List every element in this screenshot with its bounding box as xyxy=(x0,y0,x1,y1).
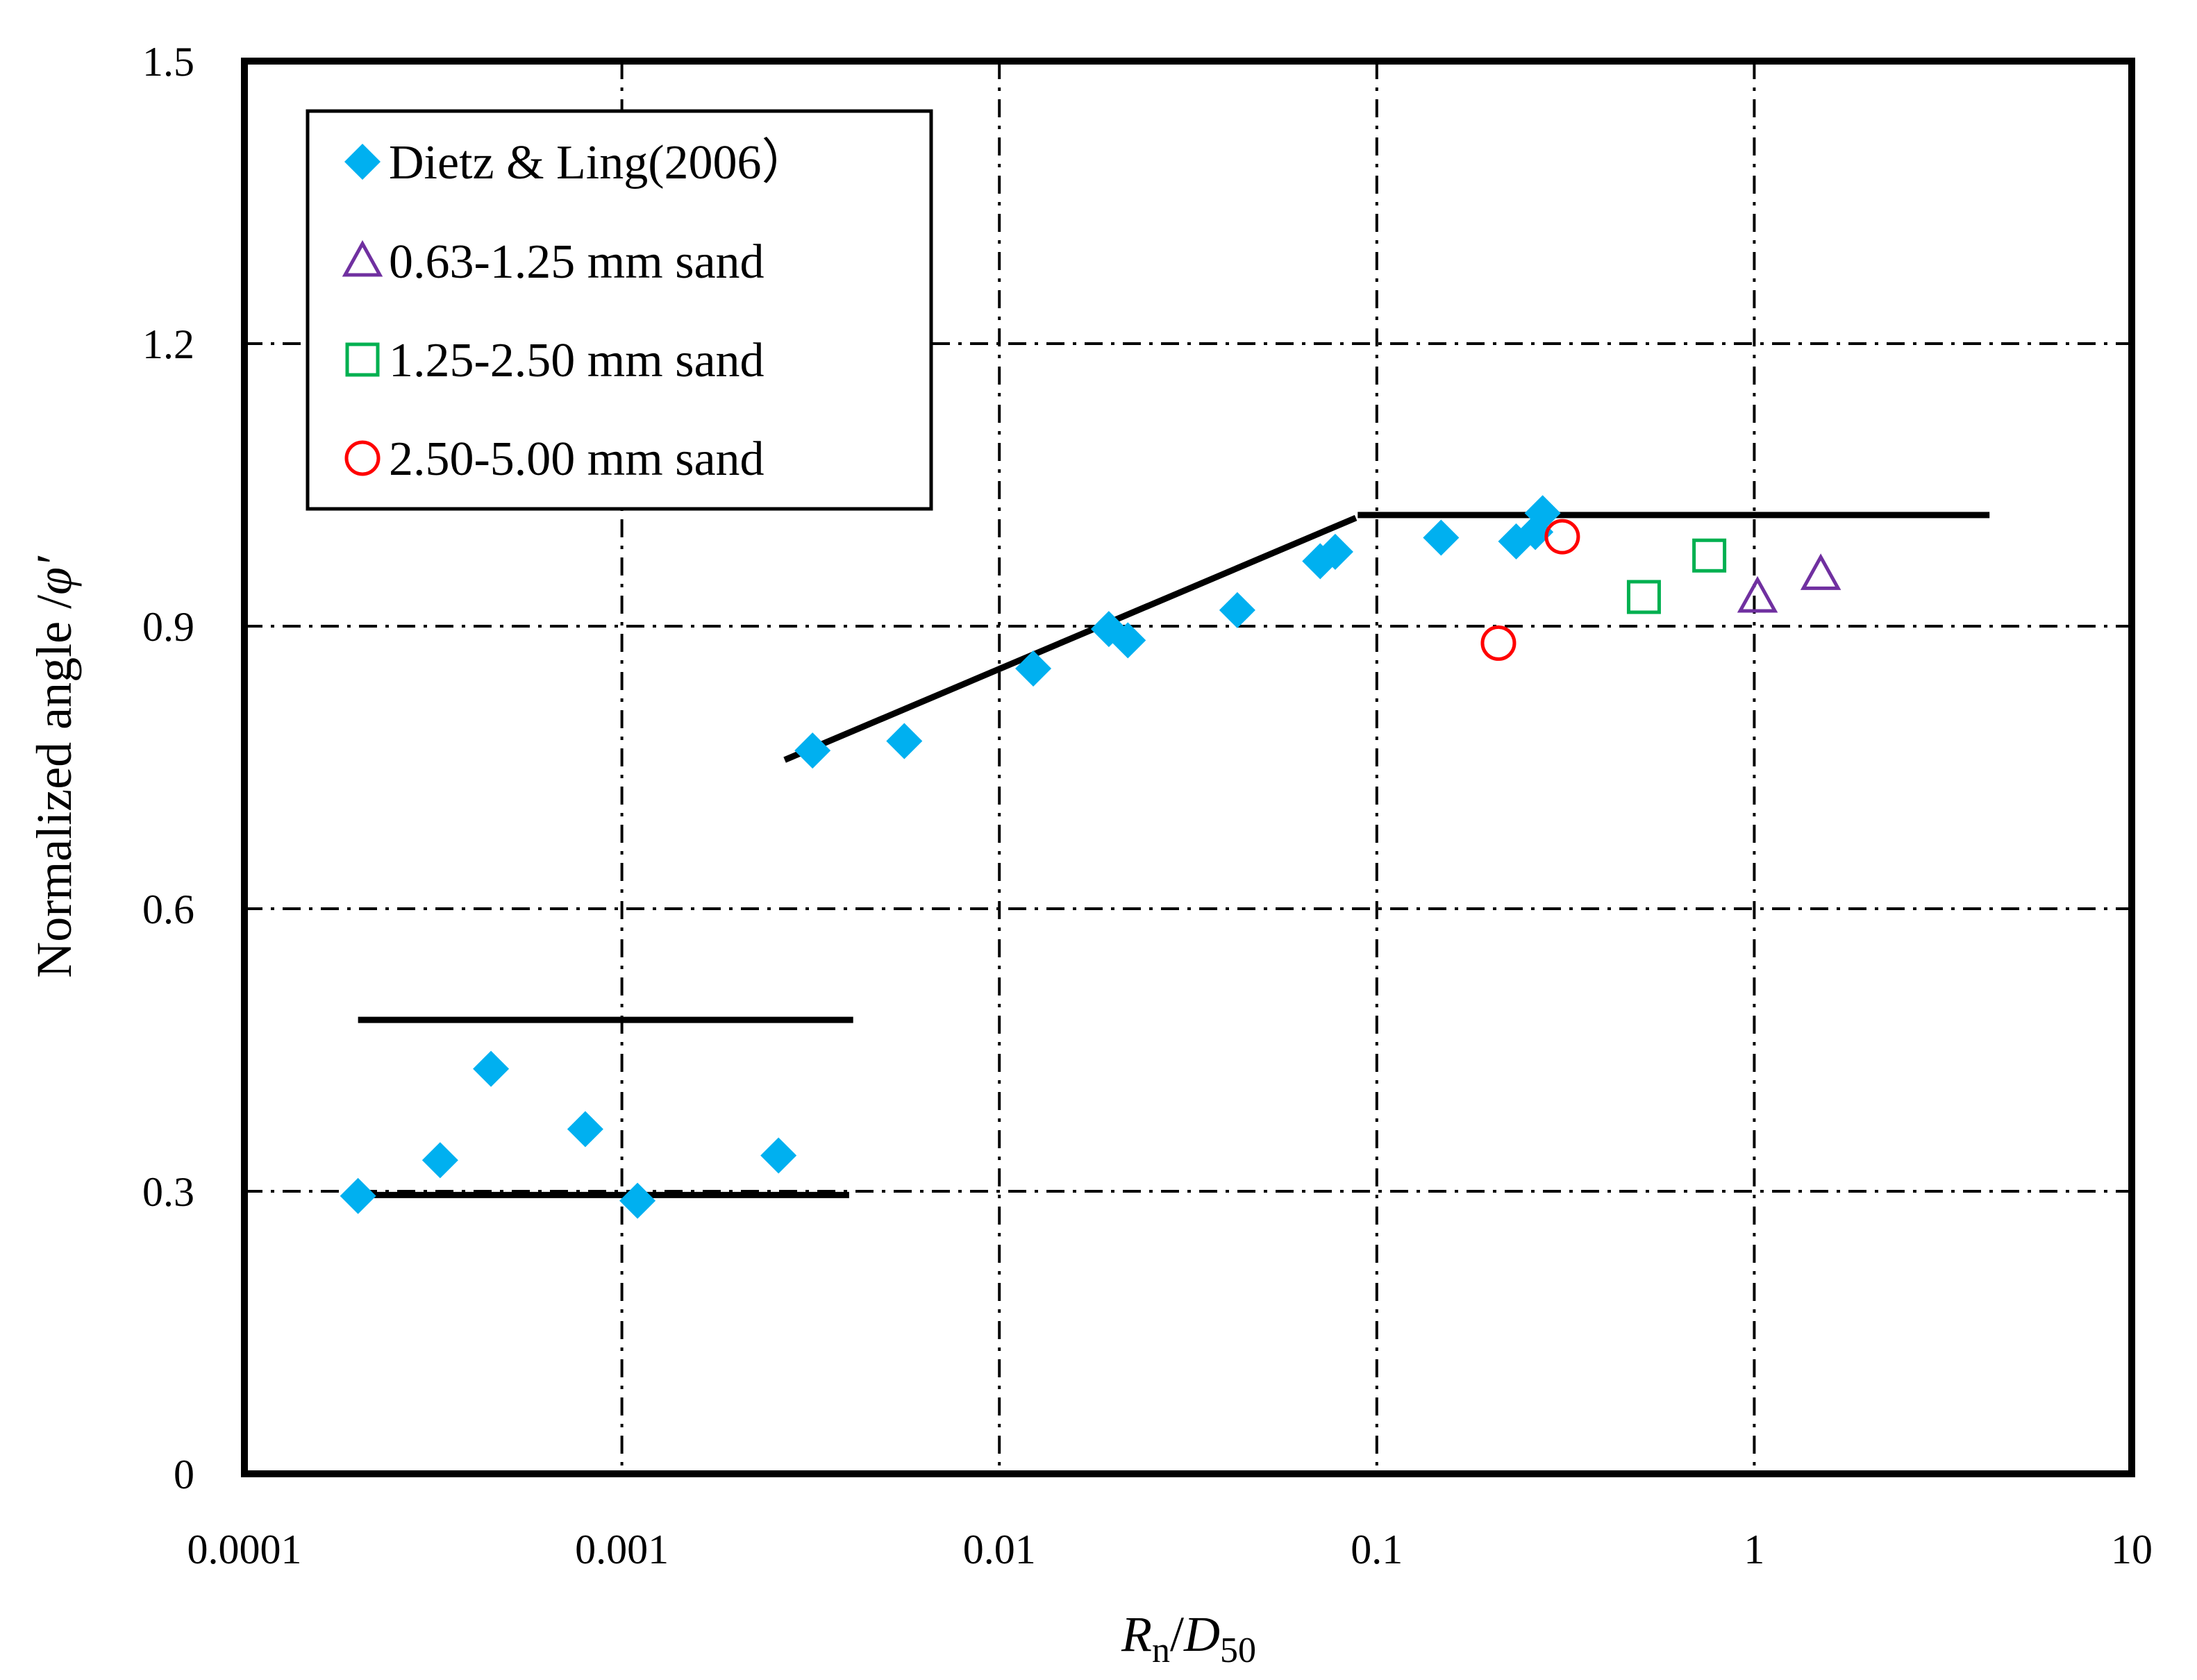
data-point-diamond xyxy=(421,1142,458,1179)
y-axis-title: Normalized angle /φ′ xyxy=(26,555,82,978)
data-point-square xyxy=(1692,538,1727,573)
x-axis-title-part: R xyxy=(1121,1606,1152,1662)
legend-label: 1.25-2.50 mm sand xyxy=(389,334,765,387)
data-point-diamond xyxy=(1524,495,1561,532)
data-point-diamond xyxy=(567,1111,603,1148)
data-point-diamond xyxy=(619,1182,656,1219)
data-point-diamond xyxy=(473,1050,510,1087)
legend-marker-circle xyxy=(344,440,381,476)
y-tick-labels: 0 0.3 0.6 0.9 1.2 1.5 xyxy=(142,39,194,1497)
data-point-circle xyxy=(1544,519,1580,555)
y-tick-label: 1.2 xyxy=(142,321,194,367)
legend-marker-square xyxy=(345,342,380,377)
x-tick-label: 0.001 xyxy=(575,1527,669,1572)
x-tick-label: 0.0001 xyxy=(187,1527,302,1572)
x-tick-labels: 0.0001 0.001 0.01 0.1 1 10 xyxy=(187,1527,2153,1572)
legend-label: 0.63-1.25 mm sand xyxy=(389,235,765,289)
x-axis-title-part: D xyxy=(1183,1606,1220,1662)
y-tick-label: 0 xyxy=(174,1452,194,1497)
data-point-diamond xyxy=(1423,519,1460,556)
x-axis-title-part: / xyxy=(1170,1606,1184,1662)
legend-label: 2.50-5.00 mm sand xyxy=(389,432,765,486)
y-tick-label: 0.3 xyxy=(142,1169,194,1215)
trend-layer xyxy=(358,512,1990,1198)
data-point-diamond xyxy=(1015,650,1052,687)
data-point-square xyxy=(1626,580,1661,614)
y-tick-label: 0.6 xyxy=(142,887,194,932)
y-tick-label: 0.9 xyxy=(142,604,194,650)
trend-line xyxy=(783,514,1358,763)
legend-label: Dietz & Ling(2006） xyxy=(389,136,810,190)
legend: Dietz & Ling(2006） 0.63-1.25 mm sand 1.25-… xyxy=(306,109,933,511)
plot-frame xyxy=(241,58,2135,1477)
x-axis-title-part: n xyxy=(1152,1631,1170,1670)
data-point-diamond xyxy=(794,732,831,769)
data-point-diamond xyxy=(886,723,923,759)
x-axis-title: Rn​/D50​ xyxy=(1121,1606,1256,1670)
data-point-diamond xyxy=(1317,533,1353,570)
x-tick-label: 10 xyxy=(2111,1527,2153,1572)
data-point-circle xyxy=(1480,625,1517,661)
y-tick-label: 1.5 xyxy=(142,39,194,85)
marker-layer xyxy=(340,495,1841,1219)
y-axis-title-text: Normalized angle / xyxy=(26,595,82,978)
data-point-triangle xyxy=(1800,553,1841,590)
data-point-diamond xyxy=(1219,591,1255,628)
x-axis-title-part: 50 xyxy=(1220,1631,1256,1670)
x-tick-label: 0.1 xyxy=(1351,1527,1403,1572)
x-tick-label: 0.01 xyxy=(963,1527,1036,1572)
data-point-diamond xyxy=(340,1177,376,1214)
legend-marker-diamond xyxy=(344,144,381,180)
legend-box xyxy=(306,109,933,511)
data-point-diamond xyxy=(1110,622,1146,659)
legend-marker-triangle xyxy=(342,240,383,277)
y-axis-title-symbol: φ′ xyxy=(26,555,82,595)
data-point-triangle xyxy=(1737,576,1778,613)
data-point-diamond xyxy=(760,1137,797,1174)
x-tick-label: 1 xyxy=(1744,1527,1764,1572)
